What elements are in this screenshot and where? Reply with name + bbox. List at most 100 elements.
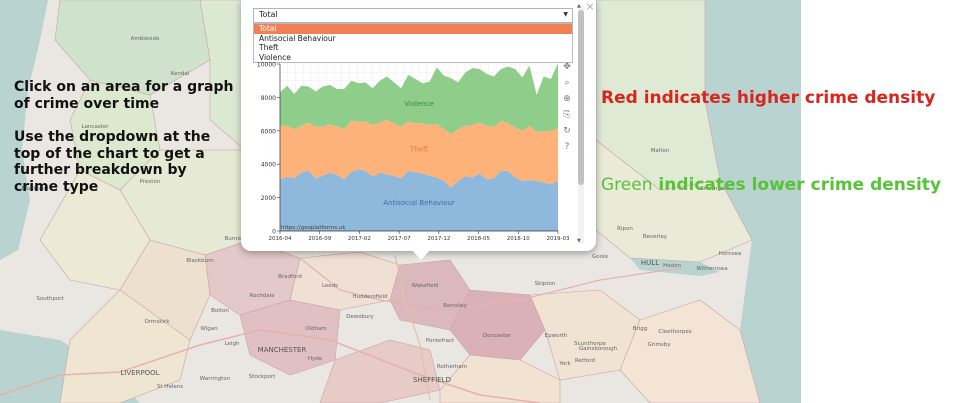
map-place-label: Stockport xyxy=(249,374,276,380)
map-place-label: Lancaster xyxy=(82,124,110,130)
map-place-label: Doncaster xyxy=(483,333,512,339)
scroll-down-icon[interactable]: ▼ xyxy=(577,238,581,244)
reset-icon[interactable]: ↻ xyxy=(563,126,571,136)
legend-red-text: Red indicates higher crime density xyxy=(601,88,936,108)
map-place-label: Rochdale xyxy=(249,293,275,299)
map-place-label: Blackpool xyxy=(22,186,49,192)
map-place-label: Hedon xyxy=(663,263,681,269)
area-label-theft: Theft xyxy=(409,145,428,153)
map-place-label: Cleethorpes xyxy=(658,329,691,335)
map-place-label: Southport xyxy=(36,296,64,302)
map-place-label: Leigh xyxy=(225,341,240,347)
popup-pointer xyxy=(412,250,430,260)
area-label-antisocial-behaviour: Antisocial Behaviour xyxy=(383,199,455,207)
map-region[interactable] xyxy=(289,251,401,311)
map-place-label: Withernsea xyxy=(696,266,727,272)
area-violence[interactable] xyxy=(280,63,558,135)
map-place-label: Ambleside xyxy=(131,36,160,42)
map-place-label: Rotherham xyxy=(437,364,467,370)
map-region[interactable] xyxy=(199,0,246,151)
map-road xyxy=(0,329,541,403)
dropdown-option-total[interactable]: Total xyxy=(254,24,572,34)
legend-green-lead: Green xyxy=(601,175,653,195)
y-tick-label: 4000 xyxy=(261,162,276,169)
map-place-label: Barnsley xyxy=(443,303,468,309)
dropdown-selected-value: Total xyxy=(259,10,278,19)
dropdown-option-antisocial-behaviour[interactable]: Antisocial Behaviour xyxy=(259,33,336,43)
map-place-label: Dewsbury xyxy=(346,314,374,320)
zoom-icon[interactable]: ⌕ xyxy=(564,78,570,88)
y-tick-label: 10000 xyxy=(257,62,276,69)
map-place-label: Bradford xyxy=(278,274,302,280)
dropdown-option-theft[interactable]: Theft xyxy=(259,43,279,53)
map-place-label: Warrington xyxy=(200,376,231,382)
map-place-label: Leeds xyxy=(322,283,338,289)
x-tick-label: 2018-10 xyxy=(507,236,530,242)
x-tick-label: 2017-02 xyxy=(348,236,371,242)
area-label-violence: Violence xyxy=(404,100,434,108)
popup-scrollbar-thumb[interactable] xyxy=(578,10,584,185)
wheel-zoom-icon[interactable]: ⊕ xyxy=(563,94,571,104)
map-place-label: Retford xyxy=(575,358,595,364)
map-place-label: Scunthorpe xyxy=(574,341,606,347)
map-place-label: LIVERPOOL xyxy=(120,369,159,377)
map-place-label: MANCHESTER xyxy=(258,346,307,354)
map-region[interactable] xyxy=(59,289,191,403)
x-tick-label: 2016-09 xyxy=(308,236,331,242)
map-place-label: Epworth xyxy=(545,333,568,339)
y-tick-label: 0 xyxy=(272,229,276,236)
y-tick-label: 2000 xyxy=(261,195,276,202)
help-icon[interactable]: ? xyxy=(564,142,570,152)
map-place-label: Ormskirk xyxy=(145,319,171,325)
map-place-label: York xyxy=(558,361,571,367)
map-place-label: Wigan xyxy=(200,326,218,332)
map-place-label: Preston xyxy=(140,179,161,185)
humber-estuary xyxy=(630,258,720,276)
map-place-label: Bolton xyxy=(211,308,229,314)
crime-type-dropdown[interactable]: Total ▼ xyxy=(253,8,573,23)
x-tick-label: 2016-04 xyxy=(269,236,292,242)
map-place-label: Skipton xyxy=(535,281,556,287)
map-place-label: Goole xyxy=(592,254,609,260)
map-place-label: Kendal xyxy=(171,71,190,77)
map-road xyxy=(394,254,431,401)
map-place-label: Pontefract xyxy=(426,338,455,344)
y-tick-label: 8000 xyxy=(261,95,276,102)
dropdown-options-list: Total Antisocial Behaviour Theft Violenc… xyxy=(253,23,573,64)
map-road xyxy=(299,257,681,311)
x-tick-label: 2017-12 xyxy=(427,236,450,242)
save-icon[interactable]: ⎘ xyxy=(563,110,571,120)
map-place-label: Gainsborough xyxy=(579,346,618,352)
crime-over-time-chart: Antisocial Behaviour Theft Violence 0 2000 40… xyxy=(257,62,570,243)
map-region[interactable] xyxy=(595,139,753,263)
map-place-label: Hyde xyxy=(308,356,323,362)
map-place-label: Oldham xyxy=(305,326,327,332)
map-place-label: HULL xyxy=(641,259,659,267)
area-theft[interactable] xyxy=(280,119,558,188)
map-place-label: Grimsby xyxy=(647,342,671,348)
chevron-down-icon: ▼ xyxy=(563,11,568,18)
instruction-click-area: Click on an area for a graph of crime ov… xyxy=(14,79,234,112)
area-antisocial-behaviour[interactable] xyxy=(280,169,558,231)
irish-sea xyxy=(0,0,48,260)
move-icon[interactable]: ✥ xyxy=(563,62,571,72)
map-place-label: Hornsea xyxy=(719,251,742,257)
map-place-label: Brigg xyxy=(633,326,648,332)
x-tick-label: 2019-03 xyxy=(547,236,570,242)
map-place-label: St Helens xyxy=(157,384,183,390)
x-tick-label: 2017-07 xyxy=(388,236,411,242)
map-place-label: Bridlington xyxy=(700,186,731,192)
map-place-label: Blackburn xyxy=(186,258,214,264)
map-place-label: Beverley xyxy=(643,234,668,240)
instruction-dropdown: Use the dropdown at the top of the chart… xyxy=(14,129,211,195)
map-region[interactable] xyxy=(619,299,761,403)
x-tick-label: 2018-05 xyxy=(467,236,490,242)
dropdown-option-violence[interactable]: Violence xyxy=(259,52,291,62)
map-place-label: Burnley xyxy=(224,236,246,242)
map-place-label: SHEFFIELD xyxy=(413,376,451,384)
map-place-label: Malton xyxy=(651,148,670,154)
close-icon[interactable]: × xyxy=(585,0,595,13)
map-place-label: Wakefield xyxy=(412,283,439,289)
legend-green-rest: indicates lower crime density xyxy=(652,175,942,195)
scroll-up-icon[interactable]: ▲ xyxy=(577,3,581,9)
